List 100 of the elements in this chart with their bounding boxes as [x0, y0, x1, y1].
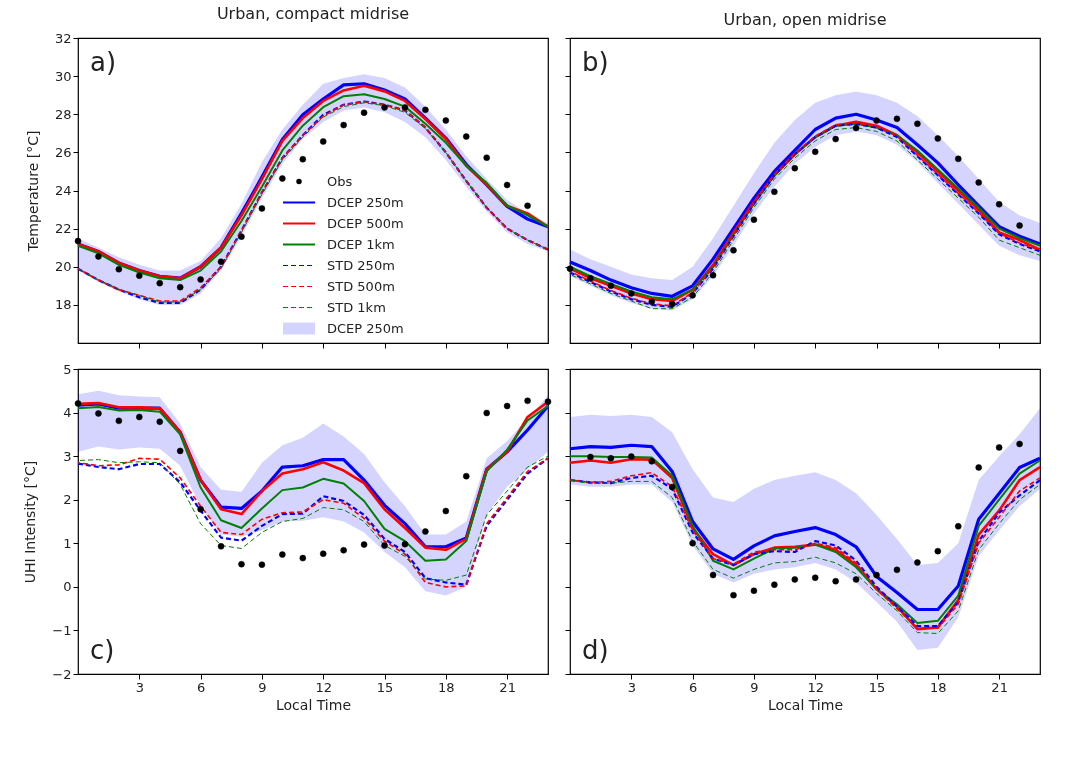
point	[934, 547, 942, 555]
point	[566, 265, 574, 272]
point	[1016, 222, 1023, 229]
point	[381, 542, 388, 549]
annotation: d)	[582, 635, 609, 665]
point	[401, 104, 409, 111]
point	[279, 175, 286, 182]
point	[381, 104, 388, 111]
point	[771, 188, 778, 196]
point	[74, 400, 82, 407]
point	[709, 571, 717, 579]
point	[852, 124, 860, 132]
point	[197, 506, 204, 513]
y-tick-label: 20	[54, 259, 72, 275]
point	[524, 202, 531, 209]
point	[811, 148, 819, 156]
point	[115, 265, 123, 273]
point	[730, 247, 737, 254]
point	[544, 398, 552, 405]
point	[401, 540, 409, 548]
point	[975, 464, 982, 471]
point	[587, 453, 594, 461]
y-tick-label: 5	[63, 361, 72, 377]
point	[340, 547, 347, 554]
point	[217, 543, 225, 550]
point	[689, 292, 696, 299]
point	[360, 109, 368, 116]
point	[791, 164, 799, 172]
y-tick-label: 22	[54, 221, 72, 237]
x-tick-label: 3	[627, 679, 636, 695]
point	[340, 121, 347, 129]
x-tick-label: 21	[991, 679, 1008, 695]
point	[934, 135, 942, 142]
point	[955, 155, 962, 163]
point	[914, 120, 921, 128]
point	[238, 233, 245, 240]
y-tick-label: 3	[63, 448, 72, 464]
point	[258, 205, 266, 212]
point	[422, 528, 429, 535]
legend-label: DCEP 500m	[327, 215, 404, 231]
point	[1016, 440, 1023, 448]
point	[648, 458, 655, 465]
annotation: b)	[582, 47, 609, 77]
point	[811, 574, 819, 581]
y-tick-label: 30	[54, 68, 72, 84]
point	[689, 540, 696, 547]
point	[709, 272, 717, 279]
y-tick-label: 28	[54, 106, 72, 122]
point	[115, 417, 123, 425]
point	[832, 135, 839, 143]
point	[668, 300, 676, 308]
point	[648, 298, 655, 306]
point	[524, 397, 531, 405]
point	[176, 447, 184, 455]
point	[483, 154, 490, 161]
x-tick-label: 18	[438, 679, 455, 695]
point	[299, 554, 307, 562]
y-axis-title: UHI Intensity [°C]	[22, 460, 39, 584]
x-axis-title: Local Time	[276, 696, 351, 713]
point	[607, 455, 615, 462]
x-tick-label: 15	[868, 679, 886, 695]
point	[156, 418, 163, 425]
point	[607, 282, 615, 290]
point	[893, 115, 901, 123]
legend-label: STD 1km	[327, 299, 386, 315]
point	[873, 571, 880, 579]
annotation: a)	[90, 47, 117, 77]
x-tick-label: 12	[807, 679, 824, 695]
point	[914, 559, 921, 566]
x-tick-label: 9	[258, 679, 267, 695]
x-tick-label: 9	[750, 679, 759, 695]
y-tick-label: 4	[63, 405, 72, 421]
legend-label: DCEP 1km	[327, 236, 395, 252]
y-tick-label: 0	[63, 579, 72, 595]
x-tick-label: 6	[688, 679, 698, 695]
point	[587, 274, 594, 282]
x-tick-label: 12	[315, 679, 332, 695]
y-tick-label: −1	[52, 622, 72, 638]
chart-title: Urban, open midrise	[723, 9, 887, 29]
point	[299, 155, 307, 163]
series-label: Obs	[327, 173, 353, 189]
point	[258, 561, 266, 568]
point	[832, 577, 839, 585]
point	[873, 117, 880, 124]
x-tick-label: 21	[499, 679, 516, 695]
point	[955, 523, 962, 530]
point	[217, 258, 225, 266]
chart-title: Urban, compact midrise	[216, 4, 410, 23]
y-tick-label: −2	[52, 666, 72, 682]
point	[463, 472, 470, 480]
point	[503, 402, 511, 410]
y-tick-label: 32	[54, 30, 72, 46]
point	[95, 410, 102, 417]
point	[995, 444, 1003, 451]
point	[463, 133, 470, 140]
x-tick-label: 18	[930, 679, 947, 695]
point	[74, 237, 82, 245]
point	[750, 216, 758, 223]
y-tick-label: 2	[63, 492, 72, 508]
annotation: c)	[90, 635, 115, 665]
